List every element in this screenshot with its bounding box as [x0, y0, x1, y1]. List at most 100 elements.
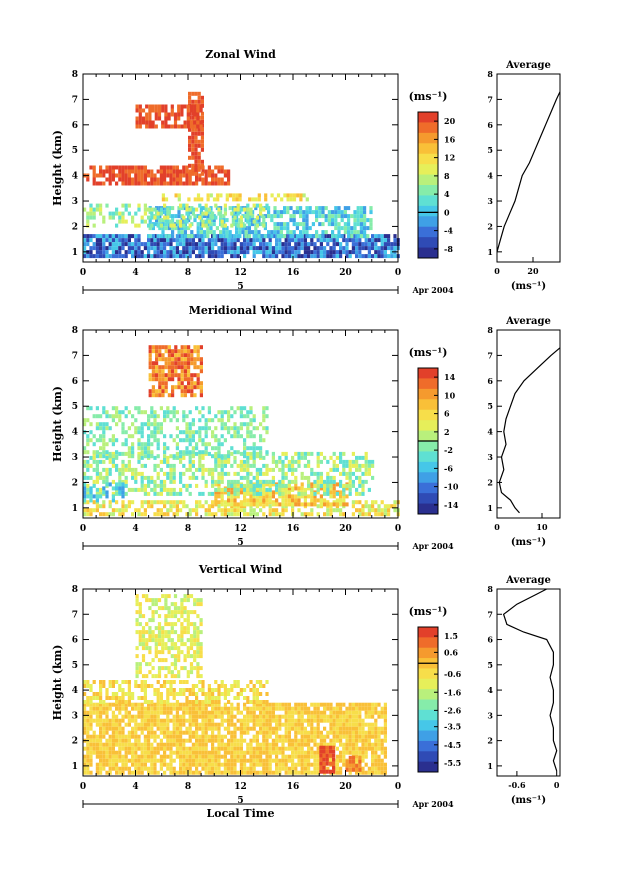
heatmap-cell: [193, 361, 197, 366]
heatmap-cell: [95, 504, 99, 509]
heatmap-cell: [326, 706, 330, 711]
heatmap-cell: [323, 254, 327, 259]
heatmap-cell: [195, 430, 199, 435]
heatmap-cell: [364, 512, 368, 517]
heatmap-cell: [223, 718, 227, 723]
heatmap-cell: [163, 246, 167, 251]
heatmap-cell: [227, 762, 231, 767]
heatmap-cell: [243, 463, 247, 468]
colorbar-segment: [418, 388, 438, 400]
heatmap-cell: [358, 483, 362, 488]
heatmap-cell: [175, 177, 179, 182]
heatmap-cell: [188, 738, 192, 743]
heatmap-cell: [374, 242, 378, 247]
heatmap-cell: [335, 254, 339, 259]
heatmap-cell: [265, 714, 269, 719]
heatmap-cell: [281, 508, 285, 513]
heatmap-cell: [276, 226, 280, 231]
heatmap-cell: [291, 238, 295, 243]
heatmap-cell: [332, 254, 336, 259]
heatmap-cell: [167, 393, 171, 398]
heatmap-cell: [345, 718, 349, 723]
heatmap-cell: [99, 738, 103, 743]
heatmap-cell: [188, 726, 192, 731]
heatmap-cell: [307, 766, 311, 771]
heatmap-cell: [121, 430, 125, 435]
heatmap-cell: [358, 455, 362, 460]
heatmap-cell: [195, 726, 199, 731]
heatmap-cell: [188, 700, 192, 704]
heatmap-cell: [302, 218, 306, 223]
heatmap-cell: [201, 726, 205, 731]
heatmap-cell: [214, 734, 218, 739]
heatmap-cell: [303, 754, 307, 759]
heatmap-cell: [236, 430, 240, 435]
heatmap-cell: [83, 490, 87, 495]
heatmap-cell: [207, 491, 211, 496]
heatmap-cell: [335, 710, 339, 715]
heatmap-cell: [140, 169, 144, 174]
heatmap-cell: [115, 706, 119, 711]
heatmap-cell: [147, 706, 151, 711]
heatmap-cell: [92, 223, 96, 228]
heatmap-cell: [211, 471, 215, 476]
heatmap-cell: [86, 177, 90, 182]
heatmap-cell: [140, 770, 144, 775]
heatmap-cell: [188, 706, 192, 711]
heatmap-cell: [339, 502, 343, 507]
heatmap-cell: [150, 702, 154, 707]
heatmap-cell: [161, 124, 165, 129]
heatmap-cell: [121, 680, 125, 684]
heatmap-cell: [350, 226, 354, 231]
heatmap-cell: [108, 742, 112, 747]
heatmap-cell: [191, 706, 195, 711]
heatmap-cell: [166, 700, 170, 704]
heatmap-cell: [313, 738, 317, 743]
heatmap-cell: [284, 706, 288, 711]
heatmap-cell: [138, 120, 142, 125]
heatmap-cell: [201, 491, 205, 496]
heatmap-cell: [359, 226, 363, 231]
heatmap-cell: [115, 165, 119, 170]
heatmap-cell: [121, 758, 125, 763]
heatmap-cell: [371, 722, 375, 727]
heatmap-cell: [227, 710, 231, 715]
heatmap-cell: [187, 353, 191, 358]
heatmap-cell: [199, 230, 203, 235]
heatmap-cell: [262, 418, 266, 423]
heatmap-cell: [227, 692, 231, 696]
heatmap-cell: [188, 463, 192, 468]
heatmap-cell: [324, 206, 328, 211]
heatmap-cell: [207, 173, 211, 178]
heatmap-cell: [134, 223, 138, 228]
heatmap-cell: [271, 714, 275, 719]
heatmap-cell: [275, 734, 279, 739]
heatmap-cell: [252, 238, 256, 243]
heatmap-cell: [99, 165, 103, 170]
heatmap-cell: [153, 483, 157, 488]
heatmap-cell: [179, 508, 183, 513]
heatmap-cell: [102, 434, 106, 439]
heatmap-cell: [355, 730, 359, 735]
heatmap-cell: [150, 246, 154, 251]
heatmap-cell: [137, 762, 141, 767]
heatmap-cell: [335, 758, 339, 763]
heatmap-cell: [284, 754, 288, 759]
heatmap-cell: [190, 385, 194, 390]
heatmap-cell: [137, 714, 141, 719]
heatmap-cell: [194, 163, 198, 168]
heatmap-cell: [118, 696, 122, 700]
heatmap-cell: [115, 702, 119, 707]
heatmap-cell: [239, 730, 243, 735]
heatmap-cell: [371, 246, 375, 251]
heatmap-cell: [166, 250, 170, 255]
heatmap-cell: [95, 246, 99, 251]
heatmap-cell: [140, 702, 144, 707]
heatmap-cell: [89, 714, 93, 719]
heatmap-cell: [171, 389, 175, 394]
heatmap-cell: [275, 770, 279, 775]
heatmap-cell: [198, 215, 202, 220]
heatmap-cell: [236, 223, 240, 228]
heatmap-cell: [287, 746, 291, 751]
heatmap-cell: [255, 750, 259, 755]
